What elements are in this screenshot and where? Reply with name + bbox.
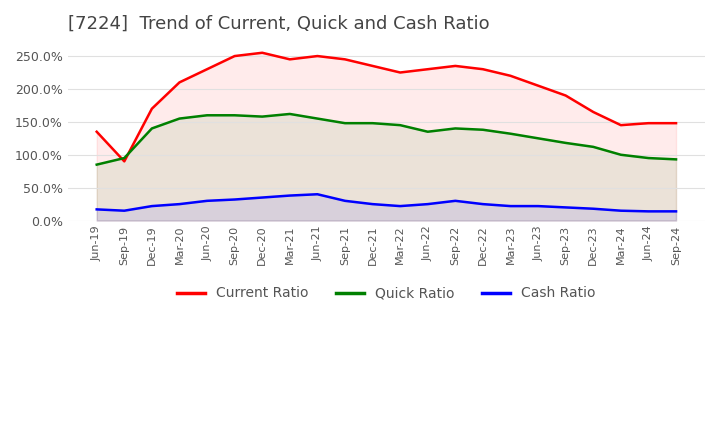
Quick Ratio: [286, 111, 294, 117]
Current Ratio: [120, 159, 129, 164]
Quick Ratio: [562, 140, 570, 146]
Line: Cash Ratio: Cash Ratio: [96, 194, 676, 211]
Quick Ratio: [479, 127, 487, 132]
Legend: Current Ratio, Quick Ratio, Cash Ratio: Current Ratio, Quick Ratio, Cash Ratio: [171, 281, 601, 306]
Cash Ratio: [534, 203, 542, 209]
Cash Ratio: [203, 198, 212, 203]
Line: Current Ratio: Current Ratio: [96, 53, 676, 161]
Current Ratio: [396, 70, 405, 75]
Quick Ratio: [589, 144, 598, 150]
Quick Ratio: [341, 121, 349, 126]
Quick Ratio: [672, 157, 680, 162]
Cash Ratio: [120, 208, 129, 213]
Cash Ratio: [341, 198, 349, 203]
Cash Ratio: [423, 202, 432, 207]
Current Ratio: [506, 73, 515, 78]
Current Ratio: [451, 63, 459, 69]
Quick Ratio: [92, 162, 101, 167]
Current Ratio: [589, 110, 598, 115]
Current Ratio: [644, 121, 653, 126]
Cash Ratio: [506, 203, 515, 209]
Current Ratio: [534, 83, 542, 88]
Quick Ratio: [423, 129, 432, 134]
Cash Ratio: [644, 209, 653, 214]
Current Ratio: [203, 66, 212, 72]
Cash Ratio: [589, 206, 598, 211]
Cash Ratio: [148, 203, 156, 209]
Current Ratio: [286, 57, 294, 62]
Quick Ratio: [396, 122, 405, 128]
Current Ratio: [148, 106, 156, 111]
Current Ratio: [562, 93, 570, 98]
Text: [7224]  Trend of Current, Quick and Cash Ratio: [7224] Trend of Current, Quick and Cash …: [68, 15, 490, 33]
Quick Ratio: [120, 155, 129, 161]
Current Ratio: [230, 53, 239, 59]
Quick Ratio: [148, 126, 156, 131]
Current Ratio: [341, 57, 349, 62]
Cash Ratio: [92, 207, 101, 212]
Cash Ratio: [230, 197, 239, 202]
Quick Ratio: [616, 152, 625, 158]
Current Ratio: [175, 80, 184, 85]
Current Ratio: [479, 66, 487, 72]
Cash Ratio: [479, 202, 487, 207]
Line: Quick Ratio: Quick Ratio: [96, 114, 676, 165]
Current Ratio: [423, 66, 432, 72]
Cash Ratio: [396, 203, 405, 209]
Cash Ratio: [562, 205, 570, 210]
Quick Ratio: [506, 131, 515, 136]
Quick Ratio: [175, 116, 184, 121]
Quick Ratio: [203, 113, 212, 118]
Cash Ratio: [451, 198, 459, 203]
Quick Ratio: [258, 114, 266, 119]
Cash Ratio: [368, 202, 377, 207]
Cash Ratio: [313, 191, 322, 197]
Cash Ratio: [175, 202, 184, 207]
Current Ratio: [92, 129, 101, 134]
Quick Ratio: [451, 126, 459, 131]
Current Ratio: [313, 53, 322, 59]
Quick Ratio: [534, 136, 542, 141]
Cash Ratio: [286, 193, 294, 198]
Quick Ratio: [313, 116, 322, 121]
Current Ratio: [672, 121, 680, 126]
Cash Ratio: [616, 208, 625, 213]
Quick Ratio: [644, 155, 653, 161]
Cash Ratio: [672, 209, 680, 214]
Quick Ratio: [368, 121, 377, 126]
Current Ratio: [368, 63, 377, 69]
Current Ratio: [258, 50, 266, 55]
Quick Ratio: [230, 113, 239, 118]
Current Ratio: [616, 122, 625, 128]
Cash Ratio: [258, 195, 266, 200]
